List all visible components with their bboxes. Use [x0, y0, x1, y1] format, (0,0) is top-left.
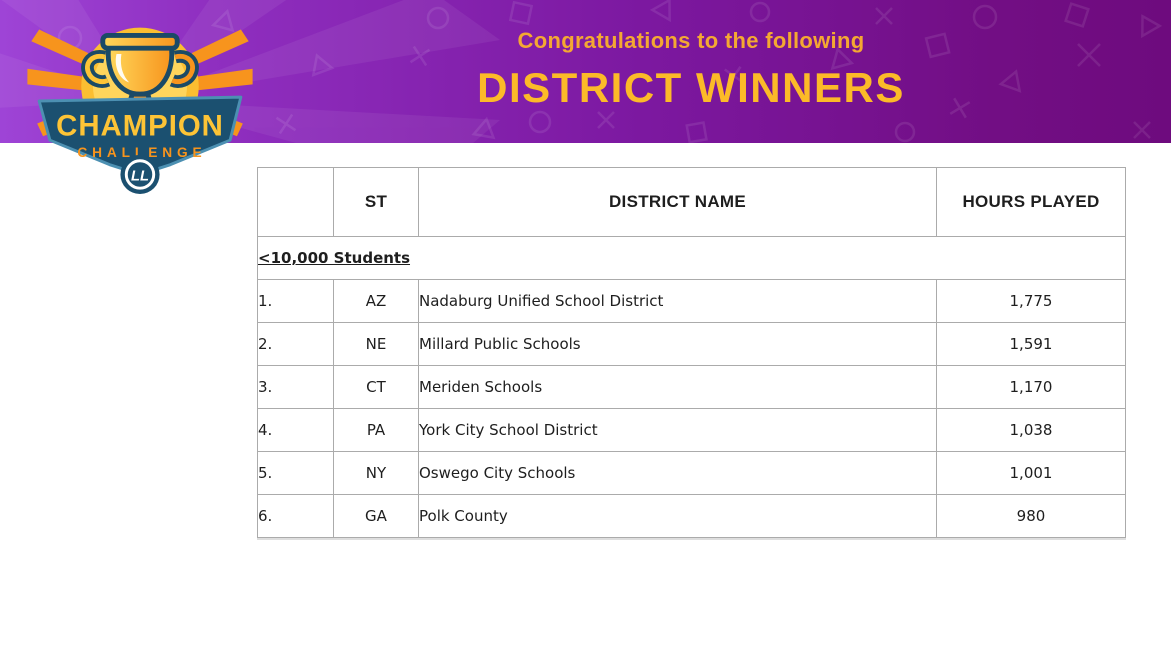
hours-cell: 1,001	[936, 451, 1126, 495]
hours-cell: 1,775	[936, 279, 1126, 323]
section-row: <10,000 Students	[257, 236, 1126, 280]
rank-cell: 3.	[257, 365, 334, 409]
hours-cell: 1,170	[936, 365, 1126, 409]
winners-table: ST DISTRICT NAME HOURS PLAYED <10,000 St…	[257, 167, 1126, 538]
banner-titles: Congratulations to the following DISTRIC…	[257, 0, 1125, 143]
district-cell: Nadaburg Unified School District	[418, 279, 937, 323]
hours-cell: 1,591	[936, 322, 1126, 366]
logo-line1: CHAMPION	[56, 109, 224, 142]
champion-challenge-logo: CHAMPION CHALLENGE LL	[27, 27, 253, 195]
state-cell: CT	[333, 365, 419, 409]
district-cell: Millard Public Schools	[418, 322, 937, 366]
table-row: 6. GA Polk County 980	[257, 494, 1126, 538]
banner-subtitle: Congratulations to the following	[517, 28, 865, 53]
table-row: 4. PA York City School District 1,038	[257, 408, 1126, 452]
rank-cell: 2.	[257, 322, 334, 366]
logo-line2: CHALLENGE	[77, 145, 206, 160]
header-st: ST	[333, 167, 419, 237]
ll-monogram-icon: LL	[120, 154, 160, 195]
state-cell: GA	[333, 494, 419, 538]
hours-cell: 1,038	[936, 408, 1126, 452]
banner-title: DISTRICT WINNERS	[477, 64, 905, 111]
table-row: 3. CT Meriden Schools 1,170	[257, 365, 1126, 409]
rank-cell: 6.	[257, 494, 334, 538]
rank-cell: 1.	[257, 279, 334, 323]
table-row: 1. AZ Nadaburg Unified School District 1…	[257, 279, 1126, 323]
table-row: 5. NY Oswego City Schools 1,001	[257, 451, 1126, 495]
state-cell: NE	[333, 322, 419, 366]
district-cell: York City School District	[418, 408, 937, 452]
header-hours-played: HOURS PLAYED	[936, 167, 1126, 237]
rank-cell: 5.	[257, 451, 334, 495]
header-rank	[257, 167, 334, 237]
svg-text:LL: LL	[131, 168, 149, 184]
district-cell: Oswego City Schools	[418, 451, 937, 495]
rank-cell: 4.	[257, 408, 334, 452]
district-cell: Polk County	[418, 494, 937, 538]
header-district-name: DISTRICT NAME	[418, 167, 937, 237]
table-row: 2. NE Millard Public Schools 1,591	[257, 322, 1126, 366]
state-cell: PA	[333, 408, 419, 452]
table-header-row: ST DISTRICT NAME HOURS PLAYED	[257, 167, 1126, 237]
hours-cell: 980	[936, 494, 1126, 538]
state-cell: NY	[333, 451, 419, 495]
section-label: <10,000 Students	[258, 249, 411, 267]
district-cell: Meriden Schools	[418, 365, 937, 409]
state-cell: AZ	[333, 279, 419, 323]
banner-glyphs	[57, 0, 1163, 143]
